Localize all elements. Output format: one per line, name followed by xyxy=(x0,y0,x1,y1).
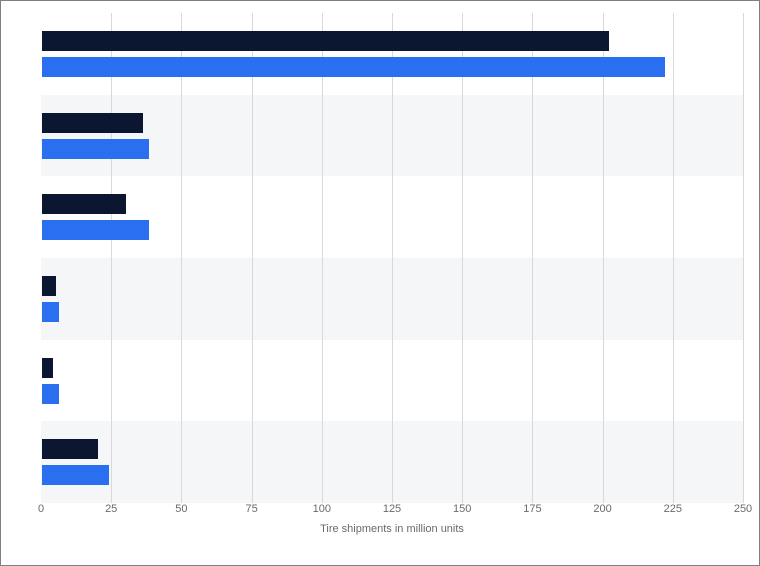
bar-series-1 xyxy=(42,139,149,159)
grid-line xyxy=(532,13,533,503)
grid-line xyxy=(322,13,323,503)
chart-frame: Tire shipments in million units 0 25 50 75 1… xyxy=(0,0,760,566)
grid-line xyxy=(392,13,393,503)
bar-series-0 xyxy=(42,276,56,296)
x-axis-title: Tire shipments in million units xyxy=(41,523,743,535)
x-tick-label: 50 xyxy=(175,503,187,515)
bar-series-0 xyxy=(42,358,53,378)
grid-line xyxy=(181,13,182,503)
x-tick-label: 250 xyxy=(734,503,752,515)
x-tick-label: 25 xyxy=(105,503,117,515)
bar-series-1 xyxy=(42,465,109,485)
grid-line xyxy=(252,13,253,503)
grid-line xyxy=(111,13,112,503)
x-tick-label: 175 xyxy=(523,503,541,515)
x-tick-label: 0 xyxy=(38,503,44,515)
grid-line xyxy=(603,13,604,503)
x-tick-label: 150 xyxy=(453,503,471,515)
grid-line xyxy=(462,13,463,503)
x-tick-label: 200 xyxy=(593,503,611,515)
x-tick-label: 75 xyxy=(245,503,257,515)
bar-series-1 xyxy=(42,57,665,77)
grid-line xyxy=(743,13,744,503)
bar-series-1 xyxy=(42,220,149,240)
bar-series-1 xyxy=(42,384,59,404)
bar-series-0 xyxy=(42,439,98,459)
bar-series-0 xyxy=(42,31,609,51)
grid-line xyxy=(673,13,674,503)
x-tick-label: 225 xyxy=(664,503,682,515)
bar-series-0 xyxy=(42,194,126,214)
x-tick-label: 100 xyxy=(313,503,331,515)
plot-area xyxy=(41,13,743,503)
bar-series-0 xyxy=(42,113,143,133)
x-tick-label: 125 xyxy=(383,503,401,515)
bar-series-1 xyxy=(42,302,59,322)
